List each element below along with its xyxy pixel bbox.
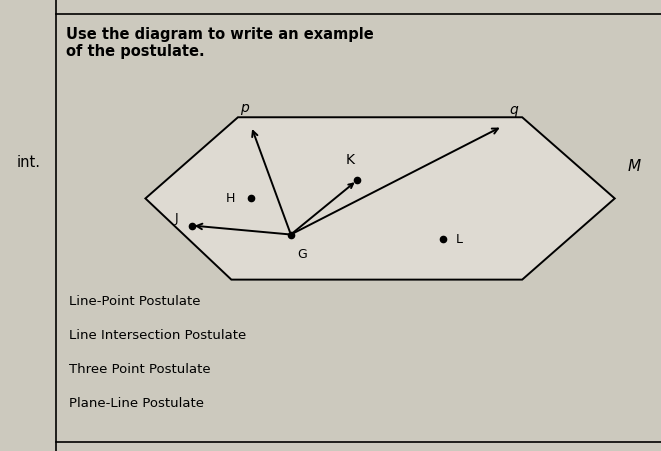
Text: q: q <box>509 103 518 117</box>
Text: L: L <box>456 233 463 245</box>
Text: Use the diagram to write an example
of the postulate.: Use the diagram to write an example of t… <box>66 27 374 60</box>
Text: p: p <box>240 101 249 115</box>
Text: int.: int. <box>17 155 40 170</box>
Text: G: G <box>297 248 307 261</box>
Text: Three Point Postulate: Three Point Postulate <box>69 363 211 376</box>
Polygon shape <box>145 117 615 280</box>
Text: K: K <box>346 153 355 167</box>
Text: M: M <box>628 159 641 175</box>
Text: Plane-Line Postulate: Plane-Line Postulate <box>69 397 204 410</box>
Text: Line Intersection Postulate: Line Intersection Postulate <box>69 329 247 342</box>
Text: Line-Point Postulate: Line-Point Postulate <box>69 295 201 308</box>
Text: J: J <box>175 212 178 225</box>
Text: H: H <box>225 192 235 205</box>
